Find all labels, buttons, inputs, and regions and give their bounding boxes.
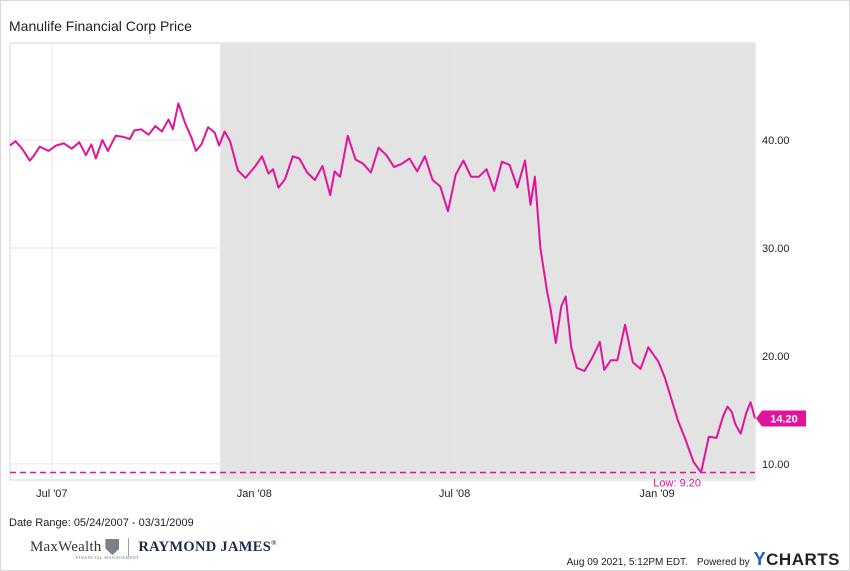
maxwealth-logo-subtext: FINANCIAL MANAGEMENT (76, 554, 140, 560)
raymond-james-logo: RAYMOND JAMES® (138, 539, 276, 556)
x-tick-label: Jul '07 (36, 488, 67, 500)
powered-by-label: Powered by (696, 557, 750, 568)
ycharts-logo[interactable]: YCHARTS (754, 549, 840, 570)
y-tick-label: 30.00 (762, 243, 790, 255)
x-tick-label: Jan '09 (639, 488, 674, 500)
shaded-region (220, 44, 754, 479)
x-tick-label: Jan '08 (237, 488, 272, 500)
ycharts-logo-y: Y (753, 549, 767, 569)
maxwealth-logo: MaxWealth FINANCIAL MANAGEMENT (30, 538, 139, 560)
last-value-label: 14.20 (770, 413, 798, 425)
raymond-james-logo-text: RAYMOND JAMES (138, 538, 272, 555)
y-tick-label: 20.00 (762, 351, 790, 363)
logo-divider (128, 538, 130, 556)
x-tick-label: Jul '08 (439, 488, 470, 500)
shield-icon (105, 539, 120, 555)
maxwealth-logo-text: MaxWealth (30, 538, 102, 555)
price-line (9, 102, 756, 474)
low-label: Low: 9.20 (653, 477, 701, 489)
y-tick-label: 10.00 (762, 459, 790, 471)
page-title: Manulife Financial Corp Price (9, 18, 192, 34)
last-value-badge (756, 410, 806, 427)
date-range: Date Range: 05/24/2007 - 03/31/2009 (9, 517, 194, 529)
y-tick-label: 40.00 (762, 135, 790, 147)
ycharts-logo-rest: CHARTS (766, 550, 840, 569)
advisor-logos: MaxWealth FINANCIAL MANAGEMENT RAYMOND J… (30, 538, 277, 560)
registered-mark: ® (271, 538, 277, 547)
timestamp: Aug 09 2021, 5:12PM EDT. (566, 557, 688, 568)
footer-right: Aug 09 2021, 5:12PM EDT. Powered by YCHA… (567, 549, 840, 570)
